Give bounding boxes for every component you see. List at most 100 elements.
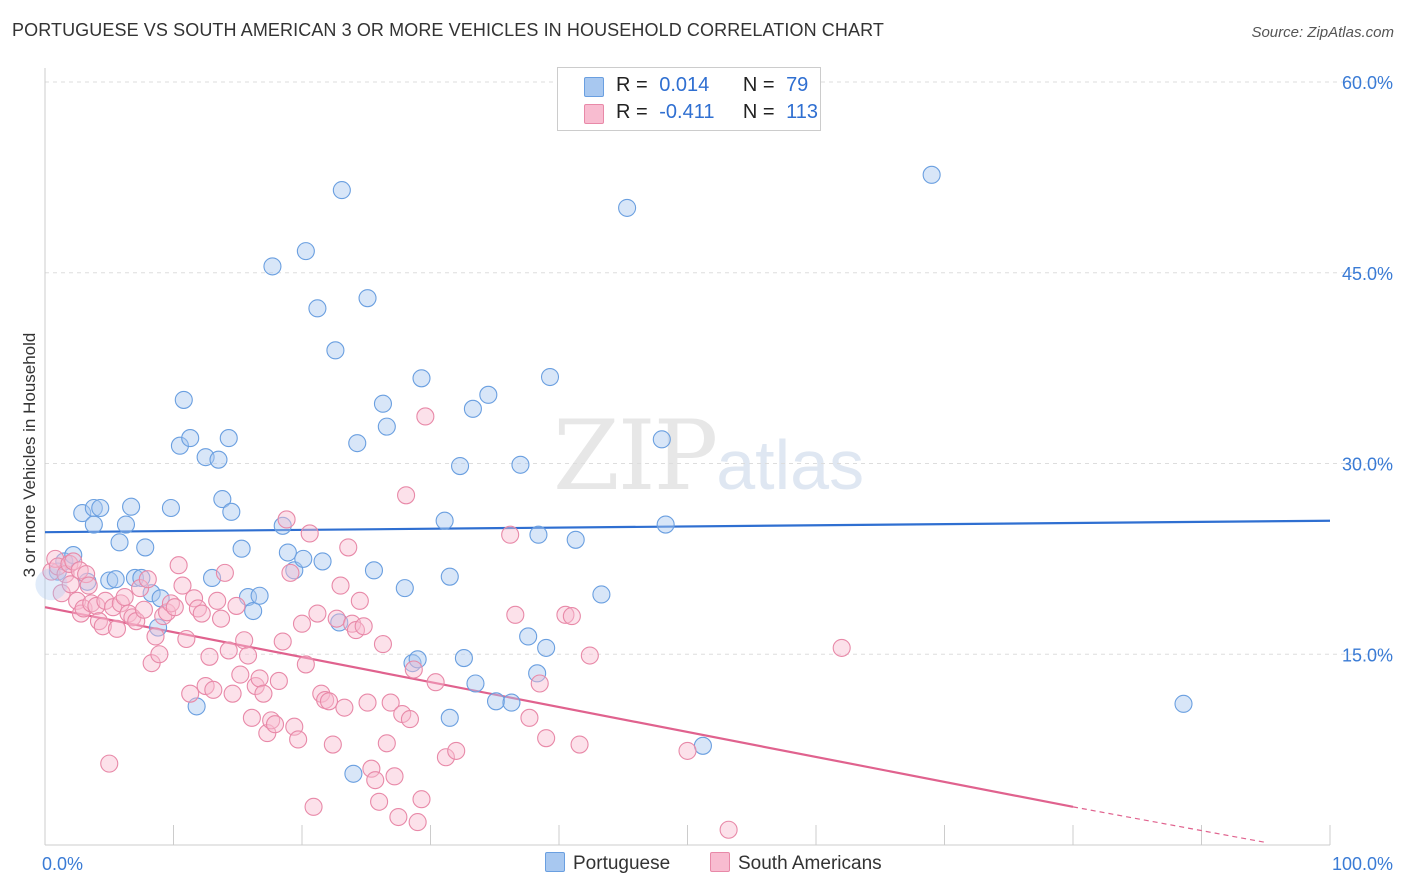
- data-point: [134, 600, 153, 619]
- data-point: [454, 649, 473, 668]
- data-point: [326, 341, 345, 360]
- data-point: [373, 394, 393, 413]
- data-point: [412, 790, 431, 809]
- data-point: [580, 646, 599, 665]
- data-point: [922, 165, 941, 184]
- data-point: [222, 502, 241, 521]
- data-point: [463, 399, 482, 418]
- data-point: [204, 680, 223, 699]
- trend-line-portuguese: [44, 519, 1331, 534]
- series-portuguese: [48, 165, 1193, 783]
- watermark: ZIPatlas: [553, 400, 864, 512]
- data-point: [520, 708, 539, 727]
- data-point: [242, 708, 261, 727]
- y-axis-label: 3 or more Vehicles in Household: [20, 333, 39, 578]
- data-point: [327, 609, 346, 628]
- series-south-americans: [42, 407, 851, 839]
- data-point: [656, 515, 675, 534]
- grid-lines: [45, 81, 1390, 655]
- data-point: [110, 533, 129, 552]
- data-point: [84, 515, 103, 534]
- data-point: [170, 436, 189, 455]
- data-point: [125, 568, 144, 588]
- data-point: [308, 299, 327, 318]
- data-point: [404, 660, 423, 679]
- data-point: [173, 576, 192, 595]
- data-point: [344, 764, 363, 783]
- data-point: [400, 710, 419, 729]
- data-point: [832, 638, 851, 657]
- watermark-zip: ZIP: [553, 400, 718, 512]
- data-point: [451, 456, 470, 476]
- data-point: [362, 759, 381, 778]
- data-point: [373, 635, 393, 654]
- data-point: [208, 591, 227, 610]
- data-point: [364, 561, 384, 580]
- data-point-cluster: [35, 568, 68, 601]
- data-point: [447, 741, 466, 760]
- trend-line-south-americans: [44, 606, 1074, 808]
- data-point: [146, 627, 165, 646]
- data-point: [292, 614, 312, 633]
- data-point: [358, 289, 377, 308]
- data-point: [265, 715, 285, 734]
- data-point: [426, 673, 445, 692]
- data-point: [106, 570, 125, 589]
- data-point: [177, 629, 196, 649]
- data-point: [115, 587, 134, 607]
- data-point: [192, 604, 211, 623]
- legend-r-value-south-americans: -0.411: [659, 101, 715, 123]
- data-point: [435, 511, 454, 530]
- data-point: [77, 565, 96, 584]
- legend-n-label: N =: [742, 74, 775, 96]
- bottom-legend-label-portuguese: Portuguese: [573, 853, 671, 874]
- data-point: [566, 530, 585, 549]
- data-point: [395, 579, 414, 598]
- legend-n-value-portuguese: 79: [786, 74, 809, 96]
- data-point: [556, 605, 575, 624]
- data-point: [652, 430, 671, 449]
- legend-r-label: R =: [616, 74, 648, 96]
- data-point: [479, 385, 498, 404]
- data-point: [377, 734, 396, 753]
- data-point: [466, 674, 485, 693]
- data-point: [358, 693, 377, 712]
- y-tick-label: 60.0%: [1342, 73, 1393, 93]
- legend-n-value-south-americans: 113: [786, 101, 818, 123]
- data-point: [354, 617, 373, 636]
- data-point: [244, 601, 263, 621]
- watermark-atlas: atlas: [716, 426, 865, 504]
- legend-swatch-portuguese: [584, 77, 604, 97]
- data-point: [294, 549, 313, 568]
- data-point: [530, 674, 549, 693]
- data-point: [91, 498, 110, 518]
- data-point: [250, 669, 269, 688]
- chart-source: Source: ZipAtlas.com: [1251, 24, 1394, 41]
- tick-labels: 15.0% 30.0% 45.0% 60.0% 0.0% 100.0%: [42, 73, 1393, 874]
- data-point: [82, 594, 101, 613]
- data-point: [73, 504, 92, 523]
- data-point: [397, 486, 416, 505]
- y-tick-label: 45.0%: [1342, 264, 1393, 284]
- data-point: [304, 797, 323, 816]
- data-point: [100, 754, 119, 773]
- data-point: [219, 429, 238, 448]
- data-point: [540, 367, 560, 387]
- data-point: [592, 585, 611, 604]
- data-point: [511, 455, 530, 474]
- data-point: [537, 638, 556, 657]
- data-point: [319, 692, 339, 711]
- data-point: [250, 586, 269, 605]
- data-point: [213, 490, 232, 509]
- data-point: [277, 510, 296, 529]
- data-point: [366, 771, 385, 790]
- data-point: [300, 524, 319, 543]
- data-point: [227, 596, 246, 615]
- data-point: [370, 792, 389, 811]
- data-point: [501, 525, 520, 544]
- bottom-legend-swatch-south-americans: [710, 852, 730, 872]
- data-point: [219, 641, 238, 660]
- bottom-legend-portuguese: Portuguese: [545, 852, 670, 875]
- data-point: [335, 698, 354, 717]
- data-point: [64, 552, 83, 571]
